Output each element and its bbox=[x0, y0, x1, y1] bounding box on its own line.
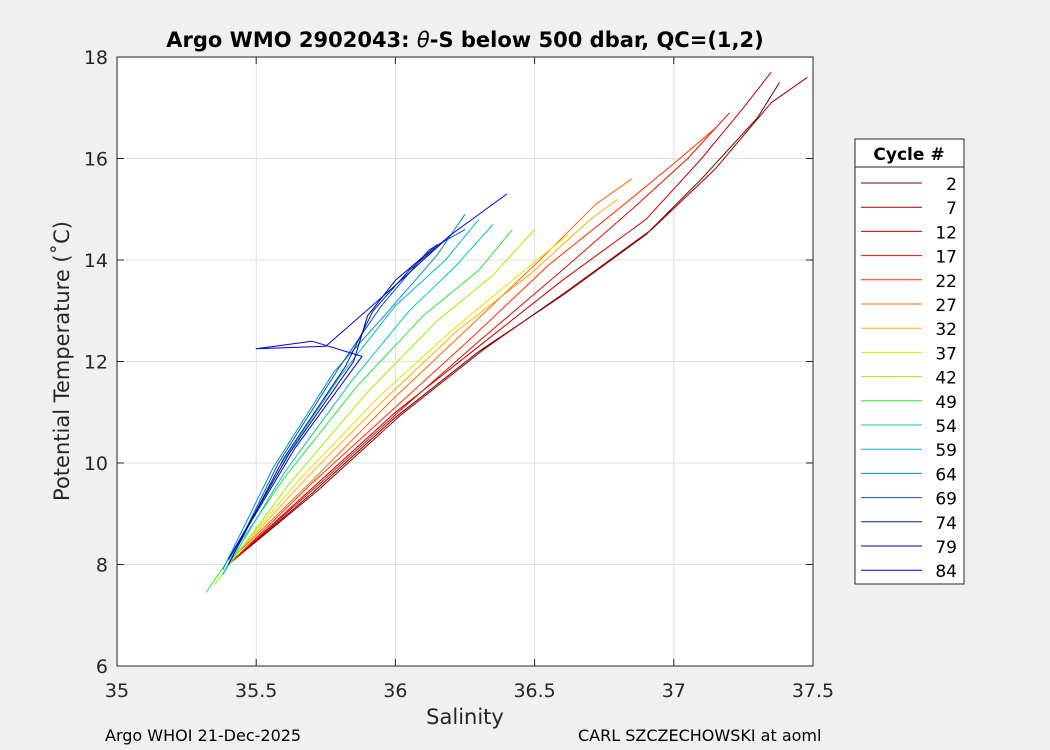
legend-label-37: 37 bbox=[935, 344, 957, 364]
y-tick-label: 18 bbox=[84, 47, 108, 69]
legend-label-84: 84 bbox=[935, 562, 957, 582]
series-line-22 bbox=[233, 127, 716, 560]
series-line-7 bbox=[228, 76, 808, 565]
series-line-27 bbox=[233, 178, 633, 558]
legend-label-69: 69 bbox=[935, 490, 957, 510]
series-line-2 bbox=[228, 82, 781, 565]
x-axis-label: Salinity bbox=[426, 705, 504, 729]
legend-label-42: 42 bbox=[935, 369, 957, 389]
series-line-54 bbox=[222, 224, 494, 575]
y-tick-label: 6 bbox=[96, 656, 108, 678]
y-tick-label: 16 bbox=[84, 149, 108, 171]
legend-label-79: 79 bbox=[935, 538, 957, 558]
series-line-32 bbox=[233, 198, 619, 558]
title-suffix: -S below 500 dbar, QC=(1,2) bbox=[430, 28, 764, 52]
legend-label-2: 2 bbox=[946, 175, 957, 195]
legend-label-12: 12 bbox=[935, 223, 957, 243]
footer-right: CARL SZCZECHOWSKI at aoml bbox=[578, 726, 821, 745]
title-prefix: Argo WMO 2902043: bbox=[166, 28, 417, 52]
legend-label-27: 27 bbox=[935, 296, 957, 316]
series-line-79 bbox=[227, 244, 438, 560]
title-theta: θ bbox=[417, 28, 430, 52]
series-line-42 bbox=[213, 229, 535, 586]
series-line-49 bbox=[205, 229, 513, 593]
legend-title: Cycle # bbox=[873, 145, 944, 165]
footer-left: Argo WHOI 21-Dec-2025 bbox=[105, 726, 301, 745]
legend-label-74: 74 bbox=[935, 514, 957, 534]
grid bbox=[116, 56, 814, 667]
y-tick-label: 12 bbox=[84, 352, 108, 374]
legend-label-7: 7 bbox=[946, 199, 957, 219]
x-tick-label: 35 bbox=[105, 680, 129, 702]
legend-label-49: 49 bbox=[935, 393, 957, 413]
y-ticks: 6 8 10 12 14 16 18 bbox=[84, 47, 813, 678]
x-tick-label: 37.5 bbox=[792, 680, 834, 702]
x-tick-label: 35.5 bbox=[235, 680, 277, 702]
legend-label-32: 32 bbox=[935, 320, 957, 340]
series-line-84 bbox=[227, 193, 508, 560]
legend-label-59: 59 bbox=[935, 441, 957, 461]
series-line-12 bbox=[230, 71, 772, 563]
data-lines bbox=[205, 71, 808, 593]
series-line-37 bbox=[230, 234, 569, 560]
x-tick-label: 36 bbox=[383, 680, 407, 702]
legend-label-54: 54 bbox=[935, 417, 957, 437]
series-line-17 bbox=[233, 112, 730, 560]
x-tick-label: 37 bbox=[662, 680, 686, 702]
y-axis-label: Potential Temperature (˚C) bbox=[50, 221, 74, 501]
legend-box bbox=[854, 138, 965, 585]
x-ticks: 35 35.5 36 36.5 37 37.5 bbox=[105, 57, 834, 702]
x-tick-label: 36.5 bbox=[513, 680, 555, 702]
chart-title: Argo WMO 2902043: θ-S below 500 dbar, QC… bbox=[166, 28, 763, 52]
legend-label-22: 22 bbox=[935, 272, 957, 292]
series-line-74 bbox=[227, 234, 452, 565]
legend-label-17: 17 bbox=[935, 248, 957, 268]
y-tick-label: 8 bbox=[96, 555, 108, 577]
legend-label-64: 64 bbox=[935, 465, 957, 485]
y-tick-label: 14 bbox=[84, 250, 108, 272]
y-tick-label: 10 bbox=[84, 453, 108, 475]
